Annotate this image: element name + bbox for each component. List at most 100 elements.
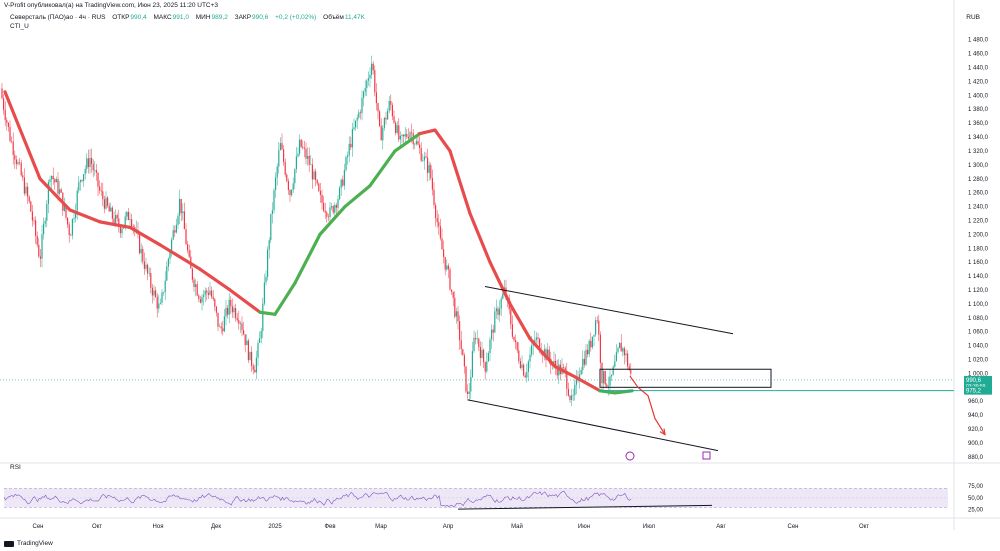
candle-body — [486, 361, 488, 372]
candle-body — [582, 358, 584, 370]
candle-body — [3, 98, 5, 110]
rsi-trendline — [457, 504, 713, 510]
candle-body — [500, 298, 502, 309]
candle-body — [519, 361, 521, 368]
candle-body — [211, 290, 213, 297]
candle-body — [599, 334, 601, 363]
candle-body — [556, 367, 558, 376]
candle-body — [491, 329, 493, 340]
candle-body — [601, 362, 603, 384]
close-label: ЗАКР — [234, 14, 252, 21]
candle-body — [459, 321, 461, 341]
candle-body — [179, 198, 181, 216]
candle-body — [89, 157, 91, 168]
candle-body — [172, 230, 174, 240]
candle-body — [204, 290, 206, 296]
candle-body — [462, 349, 464, 356]
cti-line-segment — [273, 281, 297, 316]
candle-body — [465, 366, 467, 392]
candle-body — [43, 223, 45, 235]
candle-body — [625, 353, 627, 356]
candle-body — [44, 220, 46, 224]
candle-body — [70, 235, 72, 236]
candle-body — [177, 215, 179, 225]
candle-body — [399, 135, 401, 140]
candle-body — [107, 197, 109, 206]
price-tick-label: 1 160,0 — [968, 260, 989, 266]
candle-body — [527, 361, 529, 372]
candle-body — [244, 334, 246, 346]
candle-body — [374, 70, 376, 93]
cti-line-segment — [343, 184, 372, 209]
candle-body — [457, 311, 459, 322]
candle-body — [537, 337, 539, 339]
candle-body — [57, 179, 59, 194]
low-value: 989,2 — [211, 14, 228, 21]
candle-body — [1, 88, 3, 99]
candle-body — [193, 279, 195, 288]
candle-body — [366, 80, 368, 89]
candle-body — [313, 171, 315, 180]
cti-line-segment — [38, 177, 72, 212]
candle-body — [163, 292, 165, 293]
candle-body — [219, 326, 221, 328]
rsi-label[interactable]: RSI — [10, 464, 21, 471]
candle-body — [54, 179, 56, 183]
candle-body — [110, 207, 112, 212]
candle-body — [7, 122, 9, 127]
candle-body — [494, 311, 496, 333]
candle-body — [217, 312, 219, 327]
symbol-name[interactable]: Северсталь (ПАО)ао · 4ч · RUS — [10, 14, 106, 21]
candle-body — [140, 249, 142, 254]
candle-body — [388, 100, 390, 111]
candle-body — [158, 303, 160, 309]
candle-body — [499, 308, 501, 315]
price-tick-label: 1 460,0 — [968, 52, 989, 58]
candle-body — [380, 125, 382, 141]
candle-body — [115, 215, 117, 224]
candle-body — [278, 150, 280, 167]
candle-body — [265, 276, 267, 283]
candle-body — [198, 295, 200, 300]
candle-body — [580, 369, 582, 375]
candle-body — [627, 353, 629, 367]
price-tick-label: 1 220,0 — [968, 218, 989, 224]
candle-body — [65, 205, 67, 218]
candle-body — [151, 287, 153, 296]
candle-body — [212, 296, 214, 300]
candle-body — [238, 320, 240, 324]
candle-body — [614, 361, 616, 367]
candle-body — [316, 179, 318, 184]
cti-line-segment — [98, 220, 132, 230]
candle-body — [263, 282, 265, 304]
candle-body — [603, 371, 605, 384]
candle-body — [255, 357, 257, 373]
candle-body — [436, 218, 438, 223]
candle-body — [25, 186, 27, 194]
candle-body — [129, 219, 131, 220]
candle-body — [87, 158, 89, 168]
indicator-label[interactable]: CTI_U — [10, 23, 29, 30]
forecast-arrowhead — [659, 428, 666, 436]
candle-body — [396, 125, 398, 133]
candle-body — [131, 219, 133, 227]
candle-body — [587, 349, 589, 355]
candle-body — [590, 340, 592, 348]
candle-body — [155, 290, 157, 297]
candle-body — [228, 299, 230, 315]
candle-body — [47, 182, 49, 204]
candle-body — [215, 306, 217, 313]
candle-body — [299, 139, 301, 154]
candle-body — [124, 216, 126, 226]
candle-body — [406, 134, 408, 137]
published-header: V-Profit опубликовал(а) на TradingView.c… — [4, 2, 219, 9]
candle-body — [585, 349, 587, 365]
candle-body — [617, 348, 619, 353]
candle-body — [495, 308, 497, 312]
candle-body — [187, 244, 189, 251]
tradingview-logo-icon — [4, 540, 14, 547]
rsi-tick-label: 50,00 — [968, 496, 984, 502]
candle-body — [588, 340, 590, 355]
candle-body — [478, 338, 480, 347]
